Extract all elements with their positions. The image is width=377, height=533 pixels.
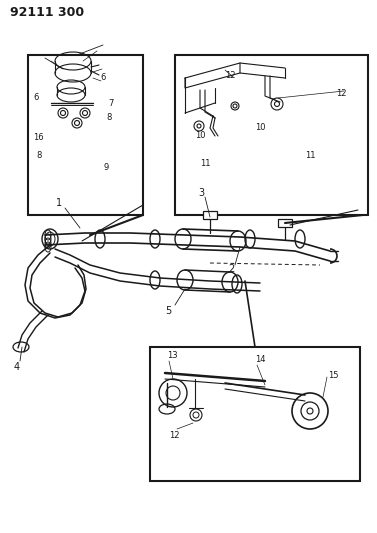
Text: 14: 14 (255, 354, 265, 364)
Bar (150, 347, 360, 481)
Text: 10: 10 (195, 131, 205, 140)
Text: 12: 12 (225, 70, 236, 79)
Text: 6: 6 (33, 93, 38, 101)
Bar (28, 55, 143, 215)
Text: 7: 7 (108, 99, 113, 108)
Text: 5: 5 (165, 306, 171, 316)
Text: 10: 10 (255, 123, 265, 132)
Text: 9: 9 (103, 163, 108, 172)
Text: 2: 2 (228, 264, 234, 274)
Text: 13: 13 (167, 351, 178, 359)
Text: 8: 8 (36, 150, 41, 159)
Text: 15: 15 (328, 370, 339, 379)
Text: 12: 12 (169, 431, 179, 440)
Text: 1: 1 (56, 198, 62, 208)
Text: 92111 300: 92111 300 (10, 6, 84, 20)
Text: 6: 6 (100, 72, 106, 82)
Text: 11: 11 (200, 158, 210, 167)
Text: 12: 12 (336, 88, 346, 98)
Bar (203, 211, 217, 219)
Text: 3: 3 (198, 188, 204, 198)
Text: 11: 11 (305, 150, 316, 159)
Text: 4: 4 (14, 362, 20, 372)
Text: 8: 8 (106, 112, 111, 122)
Text: 16: 16 (33, 133, 44, 141)
Bar (278, 219, 292, 227)
Bar (175, 55, 368, 215)
